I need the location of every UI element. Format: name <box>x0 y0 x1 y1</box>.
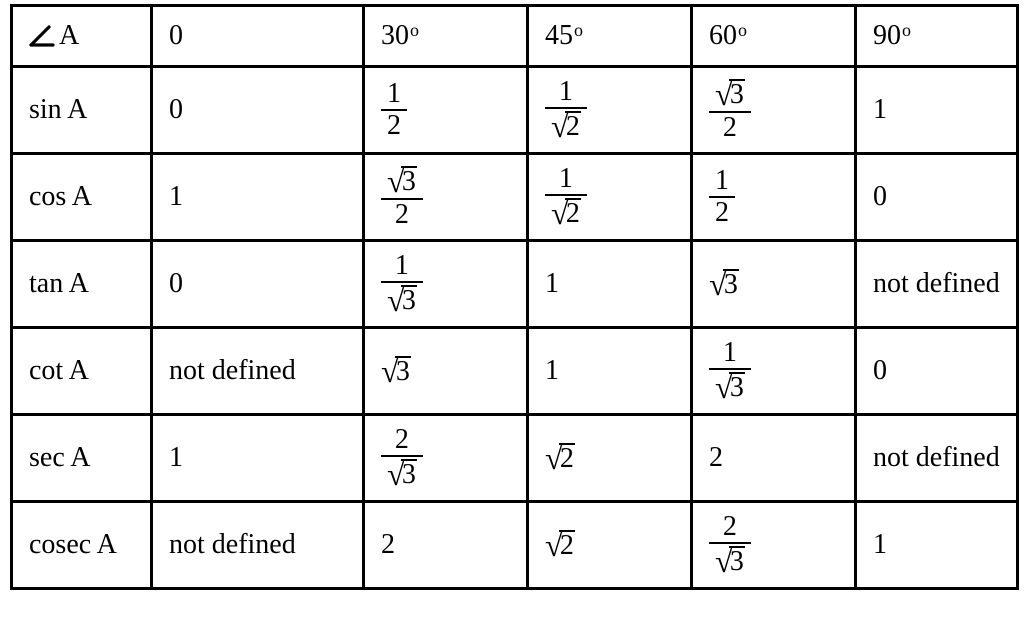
row-label: sin A <box>12 67 152 154</box>
value-cell: 1√2 <box>528 154 692 241</box>
header-row: A 030o45o60o90o <box>12 6 1018 67</box>
value-cell: not defined <box>856 241 1018 328</box>
table-row: tan A01√31√3not defined <box>12 241 1018 328</box>
table-row: cos A1√321√2120 <box>12 154 1018 241</box>
value-cell: √32 <box>692 67 856 154</box>
value-cell: √32 <box>364 154 528 241</box>
value-cell: 2 <box>692 415 856 502</box>
angle-icon <box>29 25 55 47</box>
value-cell: 1√3 <box>364 241 528 328</box>
value-cell: 2 <box>364 502 528 589</box>
value-cell: 12 <box>692 154 856 241</box>
table-row: sin A0121√2√321 <box>12 67 1018 154</box>
value-cell: √2 <box>528 415 692 502</box>
col-header-60: 60o <box>692 6 856 67</box>
col-header-90: 90o <box>856 6 1018 67</box>
value-cell: 12 <box>364 67 528 154</box>
value-cell: 2√3 <box>364 415 528 502</box>
row-label: cosec A <box>12 502 152 589</box>
value-cell: √3 <box>364 328 528 415</box>
value-cell: √3 <box>692 241 856 328</box>
value-cell: 0 <box>856 328 1018 415</box>
value-cell: 0 <box>152 241 364 328</box>
table-row: sec A12√3√22not defined <box>12 415 1018 502</box>
table-row: cot Anot defined√311√30 <box>12 328 1018 415</box>
table-row: cosec Anot defined2√22√31 <box>12 502 1018 589</box>
value-cell: 1√3 <box>692 328 856 415</box>
row-label: cot A <box>12 328 152 415</box>
value-cell: √2 <box>528 502 692 589</box>
row-label: sec A <box>12 415 152 502</box>
angle-header: A <box>12 6 152 67</box>
value-cell: 1√2 <box>528 67 692 154</box>
value-cell: 2√3 <box>692 502 856 589</box>
value-cell: 0 <box>856 154 1018 241</box>
value-cell: 1 <box>856 502 1018 589</box>
value-cell: 0 <box>152 67 364 154</box>
value-cell: not defined <box>152 328 364 415</box>
angle-letter: A <box>59 20 79 52</box>
row-label: cos A <box>12 154 152 241</box>
trig-values-table: A030o45o60o90osin A0121√2√321cos A1√321√… <box>10 4 1019 590</box>
col-header-30: 30o <box>364 6 528 67</box>
value-cell: not defined <box>152 502 364 589</box>
value-cell: 1 <box>528 241 692 328</box>
col-header-0: 0 <box>152 6 364 67</box>
value-cell: 1 <box>528 328 692 415</box>
value-cell: 1 <box>152 154 364 241</box>
value-cell: 1 <box>152 415 364 502</box>
value-cell: not defined <box>856 415 1018 502</box>
value-cell: 1 <box>856 67 1018 154</box>
col-header-45: 45o <box>528 6 692 67</box>
row-label: tan A <box>12 241 152 328</box>
table-body: A030o45o60o90osin A0121√2√321cos A1√321√… <box>12 6 1018 589</box>
